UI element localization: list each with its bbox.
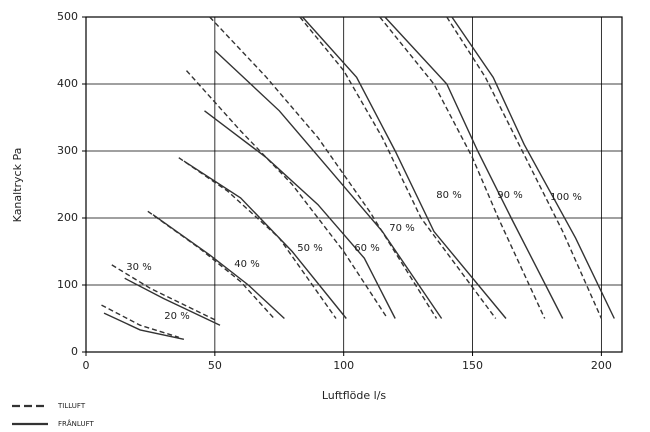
x-tick-label: 150 bbox=[462, 359, 483, 372]
curve-label: 100 % bbox=[550, 192, 582, 203]
fan-curve bbox=[299, 16, 497, 319]
fan-curve bbox=[384, 16, 564, 319]
fan-curve bbox=[301, 16, 507, 319]
curve-label: 90 % bbox=[497, 190, 522, 201]
fan-curve bbox=[204, 110, 396, 319]
fan-curve bbox=[451, 16, 615, 319]
curve-label: 70 % bbox=[389, 223, 414, 234]
y-tick-label: 400 bbox=[57, 77, 78, 90]
y-tick-label: 100 bbox=[57, 278, 78, 291]
fan-curve bbox=[178, 157, 337, 319]
curve-label: 80 % bbox=[436, 190, 461, 201]
y-tick-label: 0 bbox=[71, 345, 78, 358]
fan-curve bbox=[124, 277, 221, 326]
x-tick-label: 200 bbox=[591, 359, 612, 372]
y-axis-label: Kanaltryck Pa bbox=[11, 148, 24, 223]
fan-curve bbox=[185, 70, 389, 319]
curve-label: 30 % bbox=[126, 262, 151, 273]
x-tick-label: 50 bbox=[208, 359, 222, 372]
x-axis-label: Luftflöde l/s bbox=[322, 389, 387, 402]
x-tick-label: 0 bbox=[83, 359, 90, 372]
fan-curve bbox=[446, 16, 603, 319]
legend-label: FRÅNLUFT bbox=[58, 419, 94, 428]
fan-curve bbox=[152, 214, 285, 320]
fan-curve bbox=[101, 304, 180, 338]
curve-label: 50 % bbox=[297, 243, 322, 254]
fan-curve bbox=[183, 160, 347, 319]
y-tick-label: 500 bbox=[57, 10, 78, 23]
fan-curve bbox=[103, 312, 185, 340]
fan-curve bbox=[147, 210, 275, 319]
curve-label: 40 % bbox=[234, 259, 259, 270]
legend-label: TILLUFT bbox=[57, 402, 86, 410]
fan-curve bbox=[214, 49, 443, 319]
fan-curve bbox=[209, 16, 438, 319]
curve-label: 20 % bbox=[164, 311, 189, 322]
fan-curve bbox=[379, 16, 546, 319]
curve-label: 60 % bbox=[354, 243, 379, 254]
y-tick-label: 300 bbox=[57, 144, 78, 157]
plot-frame bbox=[85, 16, 623, 353]
x-tick-label: 100 bbox=[333, 359, 354, 372]
y-tick-label: 200 bbox=[57, 211, 78, 224]
fan-curve bbox=[111, 264, 216, 321]
